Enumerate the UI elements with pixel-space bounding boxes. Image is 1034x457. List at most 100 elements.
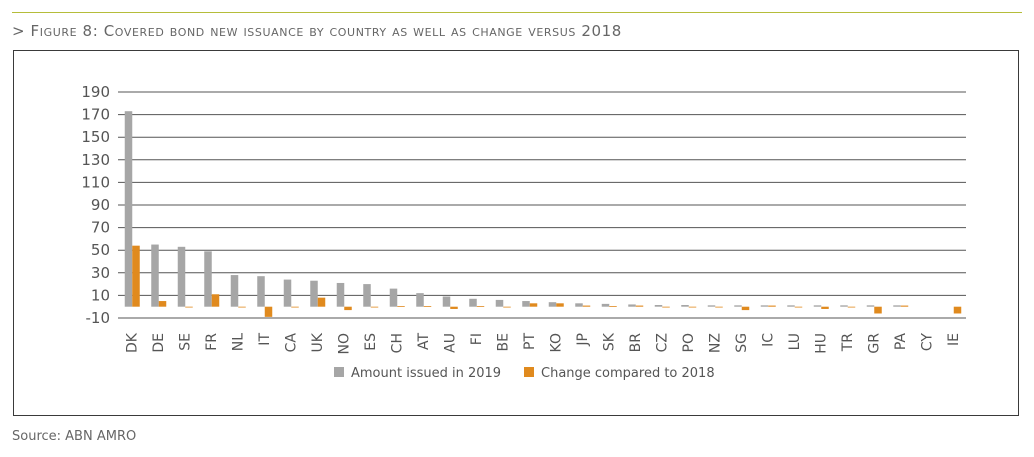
x-tick-label: CY (919, 333, 935, 352)
legend-swatch (334, 367, 344, 377)
y-tick-label: 190 (81, 83, 110, 101)
bar-chart: 190 170 150 130 110 90 70 50 30 10 -10 DK DE SE FR NL IT… (81, 83, 966, 381)
bar (813, 305, 822, 307)
bar (124, 111, 133, 307)
legend-label: Amount issued in 2019 (351, 366, 501, 381)
y-tick-label: 170 (81, 106, 110, 124)
bar (257, 276, 265, 307)
y-tick-label: 30 (91, 264, 110, 282)
x-tick-label: KO (548, 333, 564, 352)
x-tick-label: NO (336, 333, 352, 355)
y-tick-label: -10 (86, 309, 111, 327)
x-tick-label: JP (575, 333, 591, 347)
x-tick-label: IC (760, 333, 776, 347)
bar (503, 306, 511, 308)
x-tick-label: NZ (707, 333, 723, 353)
x-tick-label: FR (204, 333, 220, 351)
bar (177, 246, 186, 307)
x-tick-label: PT (522, 333, 538, 350)
x-tick-label: AT (416, 333, 432, 350)
y-tick-label: 50 (91, 241, 110, 259)
bar (238, 306, 246, 308)
bar (522, 301, 530, 307)
x-tick-label: CA (283, 333, 299, 353)
x-tick-label: ES (363, 333, 379, 351)
bar (291, 306, 299, 308)
bar (707, 305, 716, 307)
bar (556, 303, 564, 307)
bar (821, 306, 829, 309)
y-tick-label: 130 (81, 151, 110, 169)
bar (548, 302, 557, 307)
bar (158, 301, 167, 307)
bar (688, 306, 697, 308)
bar (768, 305, 776, 307)
chart-frame: 190 170 150 130 110 90 70 50 30 10 -10 DK DE SE FR NL IT… (13, 50, 1019, 416)
x-tick-label: LU (787, 333, 803, 350)
bar (760, 305, 769, 307)
x-tick-label: IE (946, 333, 962, 346)
bar (283, 279, 292, 307)
bar (609, 306, 617, 307)
top-rule (12, 12, 1022, 13)
source-note: Source: ABN AMRO (12, 429, 137, 444)
bar (840, 305, 848, 307)
bar (423, 306, 432, 307)
bar (211, 294, 220, 307)
x-tick-label: DE (151, 333, 167, 353)
legend-label: Change compared to 2018 (541, 366, 715, 381)
bar (681, 305, 689, 307)
bar (900, 305, 909, 307)
bar (953, 306, 962, 314)
bar (132, 245, 140, 307)
bar (582, 305, 591, 307)
bar (741, 306, 750, 311)
bar (715, 306, 723, 308)
x-tick-label: CZ (654, 333, 670, 352)
bar (662, 306, 670, 308)
x-tick-label: CH (389, 333, 405, 353)
bar (397, 306, 405, 307)
bar (450, 306, 458, 309)
x-tick-label: UK (310, 332, 326, 352)
y-tick-label: 10 (91, 286, 110, 304)
x-tick-label: GR (866, 333, 882, 354)
x-tick-label: AU (442, 333, 458, 353)
bar (529, 303, 538, 307)
bar (794, 306, 803, 308)
x-tick-label: BE (495, 333, 511, 351)
figure-title: > Figure 8: Covered bond new issuance by… (12, 22, 622, 40)
x-tick-label: DK (124, 332, 140, 353)
x-tick-label: PA (893, 333, 909, 351)
x-tick-label: SE (177, 333, 193, 351)
bar (734, 305, 742, 307)
bar (495, 299, 504, 307)
bar (310, 280, 318, 307)
bar (866, 305, 875, 307)
bar (151, 244, 159, 307)
y-tick-label: 150 (81, 128, 110, 146)
bar (389, 288, 398, 307)
bar (264, 306, 273, 317)
bar (575, 303, 583, 307)
bar (185, 306, 193, 308)
bar (654, 305, 663, 307)
x-tick-label: SG (734, 333, 750, 353)
x-tick-label: TR (840, 333, 856, 353)
bar (204, 251, 212, 307)
bar (336, 282, 345, 307)
x-tick-label: IT (257, 333, 273, 346)
bar (363, 284, 371, 307)
bar (874, 306, 882, 314)
x-tick-label: BR (628, 333, 644, 353)
x-tick-label: NL (230, 333, 246, 351)
bar (230, 275, 239, 307)
y-tick-label: 90 (91, 196, 110, 214)
x-tick-label: PO (681, 333, 697, 352)
bar (442, 296, 451, 307)
bar (893, 305, 901, 307)
y-tick-label: 110 (81, 173, 110, 191)
bar (476, 306, 485, 307)
bar (628, 304, 636, 307)
x-tick-label: SK (601, 332, 617, 351)
